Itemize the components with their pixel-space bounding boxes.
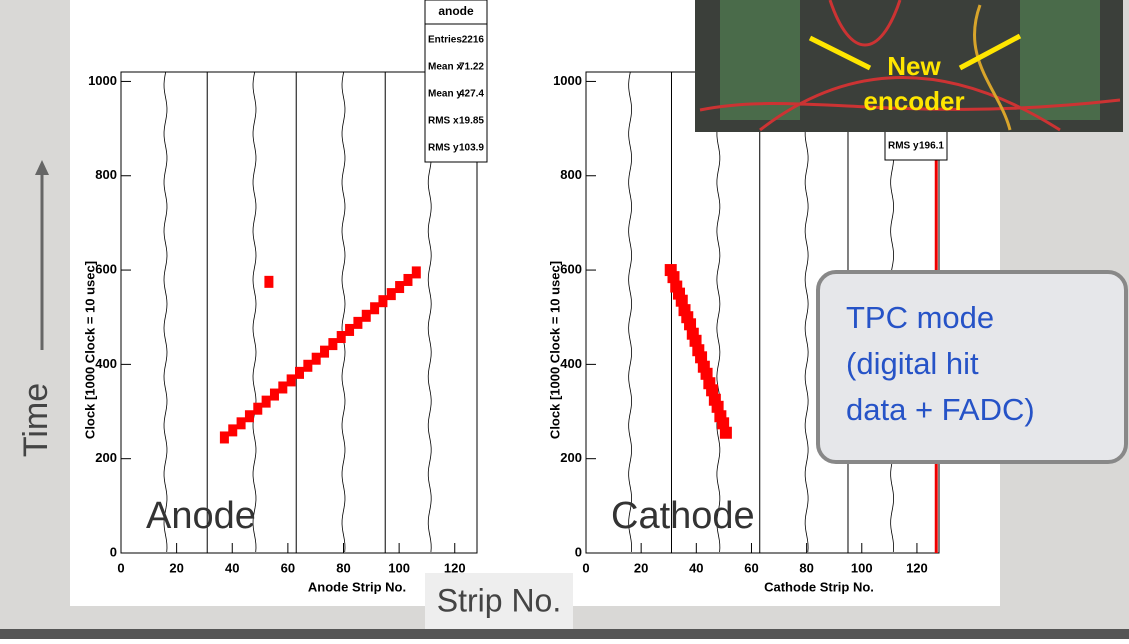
callout-text: TPC mode bbox=[846, 300, 994, 335]
y-tick-label: 600 bbox=[95, 261, 117, 276]
photo-label: New bbox=[887, 51, 941, 81]
hit bbox=[345, 324, 354, 336]
hit bbox=[337, 331, 346, 343]
x-tick-label: 60 bbox=[744, 560, 758, 575]
x-tick-label: 40 bbox=[225, 560, 239, 575]
y-tick-label: 400 bbox=[560, 356, 582, 371]
stats-value: 19.85 bbox=[459, 116, 484, 127]
time-label: Time bbox=[17, 383, 55, 457]
y-tick-label: 200 bbox=[560, 450, 582, 465]
y-tick-label: 1000 bbox=[88, 73, 117, 88]
hit bbox=[262, 396, 271, 408]
stats-value: 103.9 bbox=[459, 143, 484, 154]
hit bbox=[403, 274, 412, 286]
x-tick-label: 0 bbox=[117, 560, 124, 575]
stats-value: 71.22 bbox=[459, 62, 484, 73]
stats-value: 427.4 bbox=[459, 89, 484, 100]
panel-label: Anode bbox=[146, 495, 256, 537]
x-tick-label: 80 bbox=[799, 560, 813, 575]
hit bbox=[303, 360, 312, 372]
footer-bar bbox=[0, 629, 1129, 639]
hit bbox=[237, 417, 246, 429]
y-tick-label: 0 bbox=[110, 544, 117, 559]
y-tick-label: 0 bbox=[575, 544, 582, 559]
stats-name: RMS x bbox=[428, 116, 459, 127]
y-tick-label: 200 bbox=[95, 450, 117, 465]
x-tick-label: 60 bbox=[281, 560, 295, 575]
hit bbox=[278, 381, 287, 393]
hit bbox=[412, 266, 421, 278]
hit bbox=[370, 302, 379, 314]
hit bbox=[328, 338, 337, 350]
callout-text: data + FADC) bbox=[846, 392, 1035, 427]
x-tick-label: 20 bbox=[169, 560, 183, 575]
y-tick-label: 800 bbox=[95, 167, 117, 182]
panel-label: Cathode bbox=[611, 495, 755, 537]
stats-name: RMS y bbox=[888, 141, 919, 152]
hit bbox=[253, 403, 262, 415]
hit bbox=[220, 431, 229, 443]
hit bbox=[378, 295, 387, 307]
x-axis-label: Anode Strip No. bbox=[308, 579, 406, 594]
y-tick-label: 800 bbox=[560, 167, 582, 182]
x-tick-label: 40 bbox=[689, 560, 703, 575]
y-tick-label: 400 bbox=[95, 356, 117, 371]
stats-name: Entries bbox=[428, 35, 462, 46]
stats-value: 2216 bbox=[462, 35, 485, 46]
stats-name: RMS y bbox=[428, 143, 459, 154]
x-axis-label: Cathode Strip No. bbox=[764, 579, 874, 594]
time-arrow-head bbox=[35, 160, 49, 175]
hit bbox=[245, 410, 254, 422]
y-tick-label: 1000 bbox=[553, 73, 582, 88]
y-axis-label: Clock [1000 Clock = 10 usec] bbox=[82, 261, 97, 439]
stats-title: anode bbox=[438, 4, 474, 18]
hit bbox=[395, 281, 404, 293]
stats-name: Mean x bbox=[428, 62, 462, 73]
hit bbox=[362, 310, 371, 322]
slide: Time Strip No. 0204060801001200200400600… bbox=[0, 0, 1129, 639]
x-tick-label: 100 bbox=[388, 560, 410, 575]
hit bbox=[720, 427, 732, 439]
hit bbox=[320, 346, 329, 358]
x-tick-label: 20 bbox=[634, 560, 648, 575]
x-tick-label: 0 bbox=[582, 560, 589, 575]
hit bbox=[228, 424, 237, 436]
x-tick-label: 120 bbox=[906, 560, 928, 575]
photo-board bbox=[720, 0, 800, 120]
callout-text: (digital hit bbox=[846, 346, 979, 381]
x-tick-label: 80 bbox=[336, 560, 350, 575]
hit bbox=[287, 374, 296, 386]
photo-label: encoder bbox=[863, 86, 964, 116]
hit bbox=[312, 353, 321, 365]
hit bbox=[387, 288, 396, 300]
strip-label: Strip No. bbox=[437, 582, 561, 618]
x-tick-label: 100 bbox=[851, 560, 873, 575]
hit bbox=[264, 276, 273, 288]
stats-value: 196.1 bbox=[919, 141, 944, 152]
hit bbox=[295, 367, 304, 379]
hit bbox=[353, 317, 362, 329]
hit bbox=[270, 389, 279, 401]
x-tick-label: 120 bbox=[444, 560, 466, 575]
photo: New encoder bbox=[695, 0, 1123, 132]
stats-name: Mean y bbox=[428, 89, 462, 100]
y-axis-label: Clock [1000 Clock = 10 usec] bbox=[547, 261, 562, 439]
y-tick-label: 600 bbox=[560, 261, 582, 276]
